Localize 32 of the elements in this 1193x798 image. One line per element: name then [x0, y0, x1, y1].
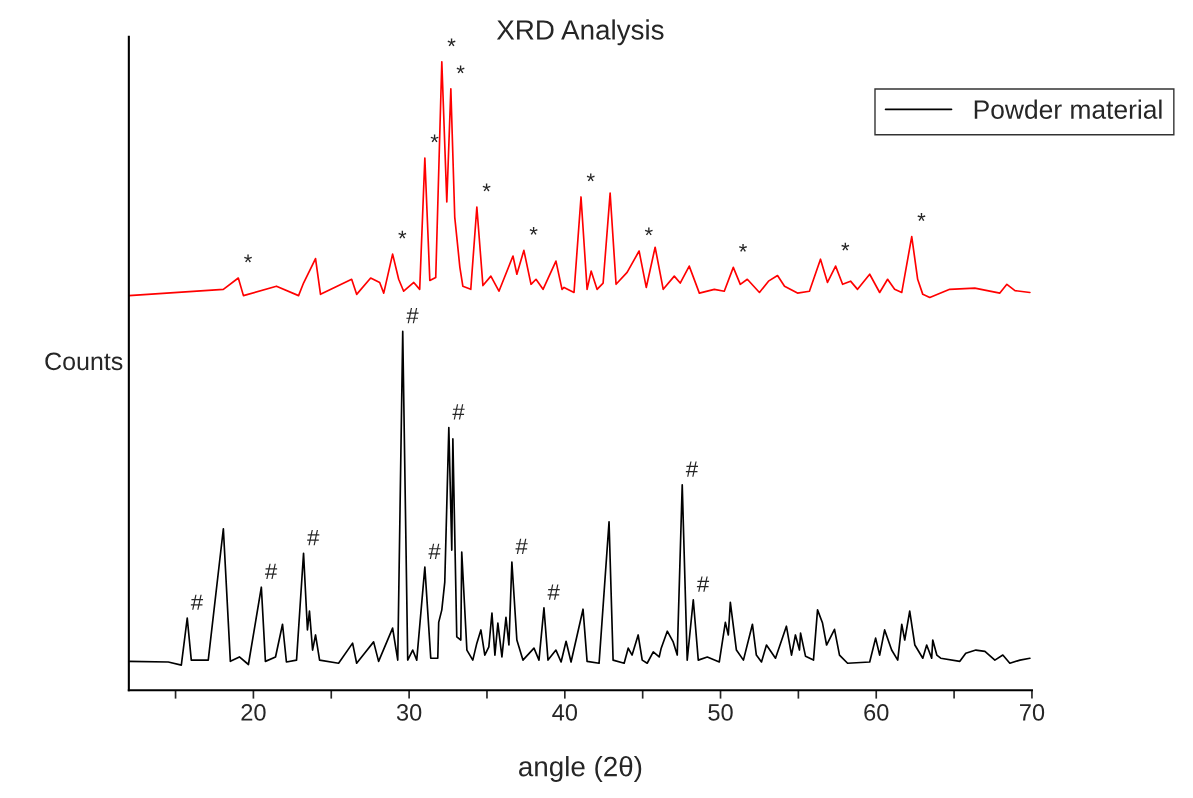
annotation: #	[307, 529, 320, 546]
x-tick-label: 40	[552, 704, 578, 721]
annotation: *	[644, 227, 653, 236]
annotation: *	[739, 243, 747, 252]
annotation: *	[917, 213, 926, 221]
annotation: #	[696, 576, 710, 592]
x-tick-label: 70	[1020, 704, 1045, 721]
x-tick-label: 50	[708, 704, 733, 721]
annotation: *	[447, 38, 456, 47]
annotation: *	[244, 254, 253, 263]
annotation: #	[547, 584, 560, 600]
annotation: *	[529, 226, 538, 235]
annotation: #	[406, 308, 419, 324]
annotation: #	[190, 594, 204, 610]
annotation: *	[430, 134, 439, 143]
x-tick-label: 60	[864, 704, 889, 721]
annotation: *	[398, 230, 407, 239]
x-tick-label: 20	[241, 704, 266, 721]
legend-label: Powder material	[974, 99, 1162, 119]
x-tick-label: 30	[396, 704, 422, 721]
y-axis-title: Counts	[45, 352, 123, 371]
x-axis-title: angle (2θ)	[519, 756, 642, 782]
annotation: *	[482, 183, 491, 192]
chart-title: XRD Analysis	[496, 19, 664, 46]
annotation: *	[456, 65, 465, 74]
annotation: #	[428, 543, 441, 559]
annotation: *	[841, 242, 850, 251]
annotation: #	[264, 563, 278, 580]
annotation: #	[685, 461, 699, 477]
annotation: #	[452, 404, 465, 420]
annotation: *	[586, 173, 595, 182]
annotation: #	[515, 538, 528, 554]
